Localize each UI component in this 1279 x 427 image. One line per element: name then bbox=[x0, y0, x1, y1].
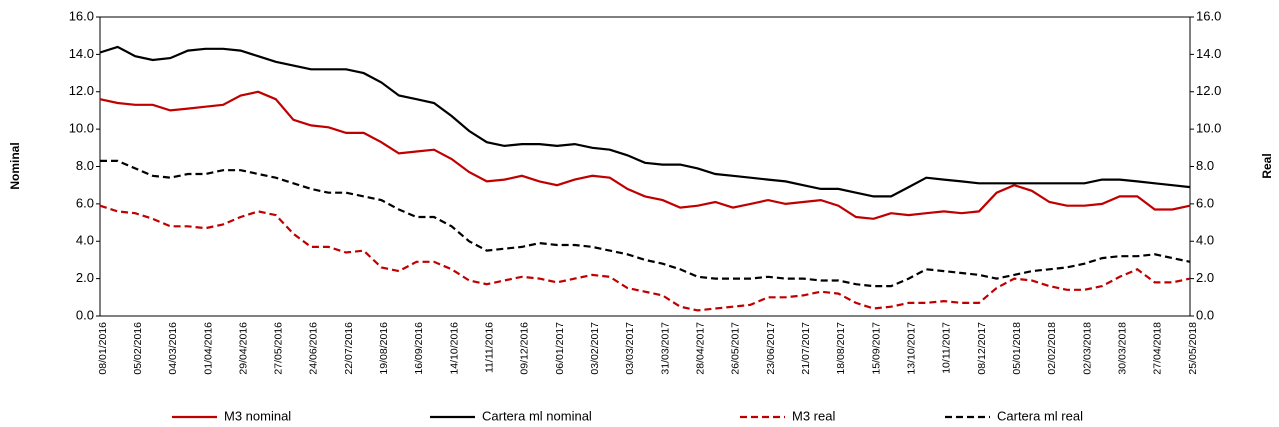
x-tick-label: 25/05/2018 bbox=[1187, 322, 1199, 375]
legend-label: Cartera ml real bbox=[997, 408, 1083, 423]
y2-tick-label: 14.0 bbox=[1196, 46, 1221, 61]
x-tick-label: 16/09/2016 bbox=[413, 322, 425, 375]
y2-tick-label: 6.0 bbox=[1196, 195, 1214, 210]
x-tick-label: 30/03/2018 bbox=[1116, 322, 1128, 375]
y-tick-label: 6.0 bbox=[76, 195, 94, 210]
x-tick-label: 14/10/2016 bbox=[448, 322, 460, 375]
y2-tick-label: 16.0 bbox=[1196, 8, 1221, 23]
y2-tick-label: 0.0 bbox=[1196, 307, 1214, 322]
y-tick-label: 4.0 bbox=[76, 233, 94, 248]
y-tick-label: 8.0 bbox=[76, 158, 94, 173]
x-tick-label: 11/11/2016 bbox=[484, 322, 496, 373]
x-tick-label: 09/12/2016 bbox=[519, 322, 531, 375]
legend-label: Cartera ml nominal bbox=[482, 408, 592, 423]
y2-tick-label: 8.0 bbox=[1196, 158, 1214, 173]
x-tick-label: 31/03/2017 bbox=[659, 322, 671, 375]
y2-tick-label: 10.0 bbox=[1196, 121, 1221, 136]
y2-tick-label: 4.0 bbox=[1196, 233, 1214, 248]
x-tick-label: 08/12/2017 bbox=[976, 322, 988, 375]
x-tick-label: 26/05/2017 bbox=[730, 322, 742, 375]
x-tick-label: 18/08/2017 bbox=[835, 322, 847, 375]
x-tick-label: 05/01/2018 bbox=[1011, 322, 1023, 375]
y2-tick-label: 2.0 bbox=[1196, 270, 1214, 285]
x-tick-label: 23/06/2017 bbox=[765, 322, 777, 375]
x-tick-label: 22/07/2016 bbox=[343, 322, 355, 375]
x-tick-label: 04/03/2016 bbox=[167, 322, 179, 375]
x-tick-label: 24/06/2016 bbox=[308, 322, 320, 375]
y2-tick-label: 12.0 bbox=[1196, 83, 1221, 98]
legend-label: M3 real bbox=[792, 408, 835, 423]
legend-label: M3 nominal bbox=[224, 408, 291, 423]
series-line bbox=[99, 90, 1191, 220]
x-tick-label: 02/03/2018 bbox=[1081, 322, 1093, 375]
x-tick-label: 03/02/2017 bbox=[589, 322, 601, 375]
x-tick-label: 29/04/2016 bbox=[237, 322, 249, 375]
x-tick-label: 27/05/2016 bbox=[273, 322, 285, 375]
x-tick-label: 28/04/2017 bbox=[695, 322, 707, 375]
x-tick-label: 13/10/2017 bbox=[905, 322, 917, 375]
x-tick-label: 19/08/2016 bbox=[378, 322, 390, 375]
x-tick-label: 03/03/2017 bbox=[624, 322, 636, 375]
y-tick-label: 16.0 bbox=[69, 8, 94, 23]
y-axis-title: Nominal bbox=[8, 142, 22, 189]
y-tick-label: 0.0 bbox=[76, 307, 94, 322]
x-tick-label: 27/04/2018 bbox=[1152, 322, 1164, 375]
series-line bbox=[100, 159, 1191, 288]
x-tick-label: 10/11/2017 bbox=[941, 322, 953, 374]
series-line bbox=[99, 204, 1191, 312]
y-tick-label: 12.0 bbox=[69, 83, 94, 98]
x-tick-label: 02/02/2018 bbox=[1046, 322, 1058, 375]
x-tick-label: 08/01/2016 bbox=[97, 322, 109, 375]
series-line bbox=[99, 45, 1191, 198]
x-tick-label: 01/04/2016 bbox=[202, 322, 214, 375]
x-tick-label: 05/02/2016 bbox=[132, 322, 144, 375]
x-tick-label: 06/01/2017 bbox=[554, 322, 566, 375]
y-tick-label: 14.0 bbox=[69, 46, 94, 61]
x-tick-label: 15/09/2017 bbox=[870, 322, 882, 375]
y-tick-label: 2.0 bbox=[76, 270, 94, 285]
y-tick-label: 10.0 bbox=[69, 121, 94, 136]
x-tick-label: 21/07/2017 bbox=[800, 322, 812, 375]
y2-axis-title: Real bbox=[1260, 153, 1274, 178]
